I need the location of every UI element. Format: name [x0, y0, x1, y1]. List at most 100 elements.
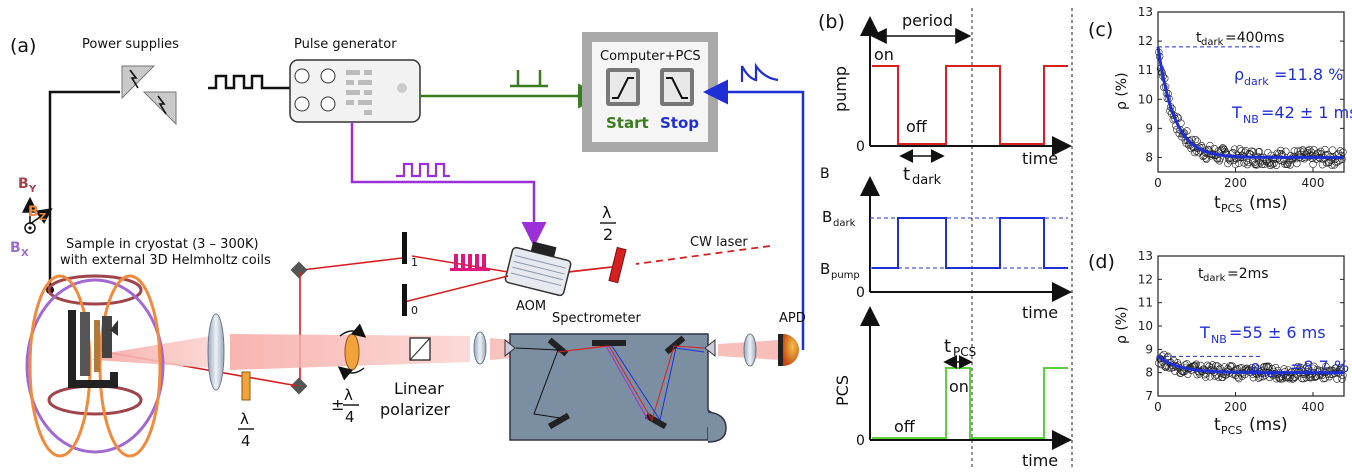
- quarter-wp-den: 4: [241, 432, 251, 450]
- bz-label: B: [28, 204, 39, 220]
- data-point: [1321, 145, 1329, 154]
- y-tick-label: 13: [1138, 249, 1153, 263]
- data-point: [1281, 160, 1289, 168]
- x-tick-label: 200: [1224, 176, 1247, 190]
- sample-label-2: with external 3D Helmholtz coils: [60, 253, 271, 268]
- pcs-off-label: off: [894, 417, 916, 436]
- data-point: [1276, 146, 1285, 155]
- lens-1-icon: [207, 313, 225, 391]
- sample-label-1: Sample in cryostat (3 – 300K): [66, 237, 259, 252]
- data-point: [1183, 127, 1191, 135]
- pulse-train-icon: [208, 74, 270, 90]
- data-point: [1240, 159, 1248, 167]
- x-tick-label: 0: [1154, 176, 1162, 190]
- aom-icon: [504, 241, 572, 297]
- stop-cable: [703, 79, 805, 350]
- data-point: [1266, 161, 1275, 170]
- apd-label: APD: [779, 311, 806, 326]
- b-pump-sub: pump: [831, 270, 860, 281]
- data-point: [1282, 147, 1290, 156]
- pm-quarter-den: 4: [345, 408, 355, 426]
- y-tick-label: 11: [1138, 63, 1153, 77]
- data-point: [1336, 363, 1345, 372]
- data-point: [1220, 146, 1229, 154]
- panel-a: (a) Power supplies Pulse generator: [10, 32, 806, 458]
- data-point: [1305, 145, 1314, 154]
- aom-pulse-icon: [396, 162, 450, 178]
- cryostat-sample-icon: [68, 310, 118, 388]
- rho-annotation-val: =11.8 %: [1274, 65, 1343, 84]
- fit-curve: [1157, 355, 1344, 375]
- power-supplies-label: Power supplies: [82, 37, 179, 52]
- data-point: [1244, 158, 1252, 167]
- x-axis-label-t: t: [1214, 415, 1221, 435]
- b-zero: 0: [856, 285, 865, 301]
- pcs-trace: [872, 367, 1068, 439]
- data-point: [1309, 160, 1317, 168]
- data-point: [1226, 362, 1235, 370]
- pump-on-label: on: [874, 45, 894, 64]
- data-point: [1255, 148, 1264, 156]
- stop-pulse-icon: [740, 62, 779, 82]
- half-waveplate-icon: [608, 246, 627, 284]
- mirror-upper-icon: [290, 261, 308, 279]
- data-point: [1191, 135, 1200, 144]
- t-dark-sub: dark: [912, 173, 942, 188]
- computer-label: Computer+PCS: [600, 49, 701, 64]
- data-point: [1290, 147, 1299, 155]
- x-axis-label-sub: PCS: [1221, 202, 1242, 215]
- y-tick-label: 12: [1138, 34, 1153, 48]
- order-0-beam: [403, 275, 509, 303]
- t-pcs-t: t: [944, 336, 951, 357]
- data-point: [1256, 159, 1264, 167]
- data-point: [1231, 160, 1240, 169]
- pulse-generator-label: Pulse generator: [294, 37, 397, 52]
- polarizer-label-1: Linear: [394, 379, 444, 398]
- data-point: [1157, 360, 1166, 369]
- pump-zero: 0: [856, 139, 865, 155]
- data-point: [1210, 144, 1218, 153]
- tnb-annotation-sub: NB: [1243, 113, 1259, 126]
- pcs-time-label: time: [1022, 451, 1058, 470]
- data-point: [1328, 146, 1337, 154]
- data-point: [1254, 374, 1263, 382]
- stop-label: Stop: [660, 114, 699, 132]
- b-time-label: time: [1022, 303, 1058, 322]
- tnb-annotation: T: [1231, 103, 1242, 122]
- data-point: [1161, 363, 1170, 371]
- data-point: [1155, 359, 1163, 367]
- panel-label: (d): [1088, 251, 1115, 273]
- half-wp-den: 2: [603, 225, 613, 244]
- t-dark-annotation-sub: dark: [1203, 273, 1226, 284]
- order-0-label: 0: [411, 304, 418, 317]
- rho-annotation-sub: dark: [1260, 367, 1285, 380]
- collection-beam: [96, 336, 210, 368]
- data-point: [1235, 159, 1243, 167]
- spectrometer-icon: [504, 333, 727, 443]
- data-point: [1260, 362, 1269, 371]
- b-trace: [872, 217, 1068, 269]
- iris-upper: [402, 232, 407, 264]
- pump-trace: [872, 65, 1068, 145]
- data-point: [1201, 373, 1210, 381]
- linear-polarizer-icon: [409, 337, 431, 361]
- rotating-quarter-waveplate-icon: [337, 323, 367, 381]
- tnb-annotation-val: =42 ± 1 ms: [1261, 103, 1352, 122]
- data-point: [1321, 374, 1329, 382]
- rho-annotation: ρ: [1234, 65, 1244, 84]
- quarter-waveplate-icon: [241, 371, 251, 401]
- cw-laser-beam: [635, 245, 771, 265]
- x-axis-label-t: t: [1214, 193, 1221, 213]
- b-dark-sub: dark: [833, 218, 856, 229]
- x-axis-label-unit: (ms): [1249, 193, 1288, 213]
- data-point: [1230, 145, 1239, 153]
- data-point: [1328, 370, 1337, 379]
- y-axis-label: ρ (%): [1114, 306, 1130, 344]
- data-point: [1333, 375, 1341, 383]
- lens-2-icon: [473, 331, 487, 365]
- data-point: [1201, 154, 1210, 162]
- panel-b: (b) period pump 0 on off time t dark B 0…: [818, 8, 1073, 470]
- data-point: [1283, 160, 1292, 169]
